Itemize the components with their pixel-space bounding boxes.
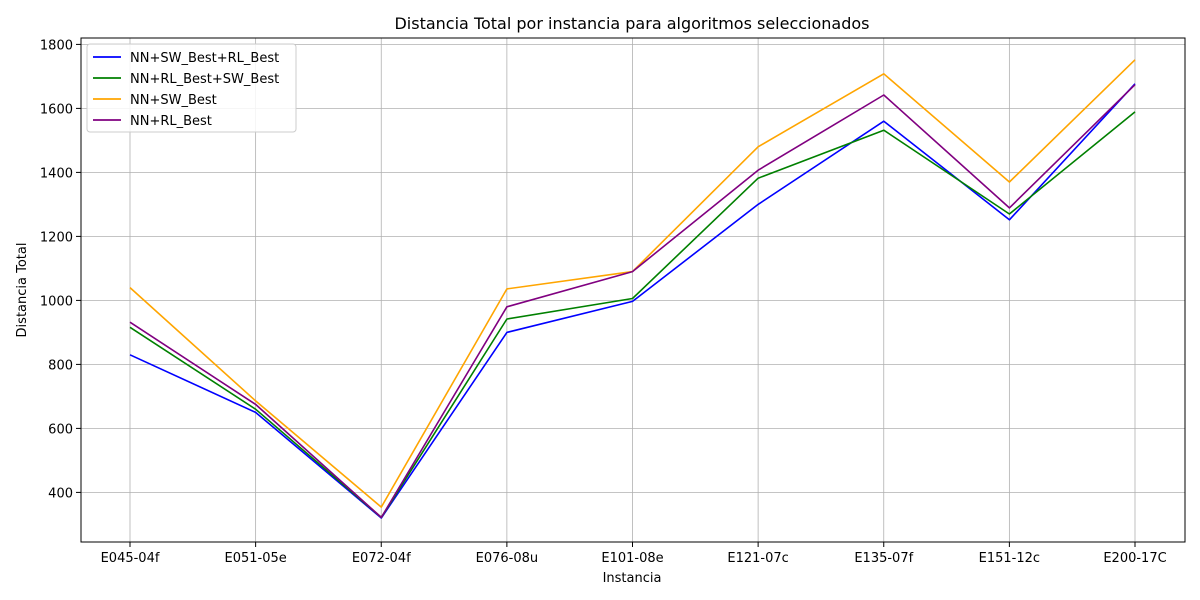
y-tick-label: 1000 [40,294,73,309]
x-axis-label: Instancia [603,571,662,586]
series-lines [129,59,1136,519]
x-tick-label: E072-04f [352,551,411,566]
x-tick-label: E151-12c [979,551,1040,566]
x-tick-label: E200-17C [1103,551,1166,566]
y-tick-label: 1600 [40,102,73,117]
y-tick-label: 400 [48,486,73,501]
y-tick-label: 600 [48,422,73,437]
y-tick-label: 1800 [40,38,73,53]
legend-label: NN+SW_Best+RL_Best [130,51,279,66]
y-tick-label: 800 [48,358,73,373]
legend-label: NN+RL_Best+SW_Best [130,72,279,87]
x-tick-label: E101-08e [601,551,663,566]
chart-title: Distancia Total por instancia para algor… [394,14,869,33]
x-tick-label: E135-07f [854,551,913,566]
y-axis-label: Distancia Total [15,243,30,338]
legend-box [86,43,297,133]
x-tick-label: E045-04f [101,551,160,566]
y-axis: 400 600 800 1000 1200 1400 1600 1800 [40,38,81,501]
series-line-3 [129,84,1136,519]
y-tick-label: 1400 [40,166,73,181]
legend-label: NN+RL_Best [130,114,212,129]
series-line-1 [129,111,1136,519]
x-axis: E045-04f E051-05e E072-04f E076-08u E101-08e… [101,542,1167,566]
x-tick-label: E051-05e [224,551,286,566]
y-tick-label: 1200 [40,230,73,245]
x-tick-label: E076-08u [476,551,539,566]
legend: NN+SW_Best+RL_Best NN+RL_Best+SW_Best NN+S… [86,43,297,133]
x-tick-label: E121-07c [727,551,788,566]
legend-label: NN+SW_Best [130,93,217,108]
